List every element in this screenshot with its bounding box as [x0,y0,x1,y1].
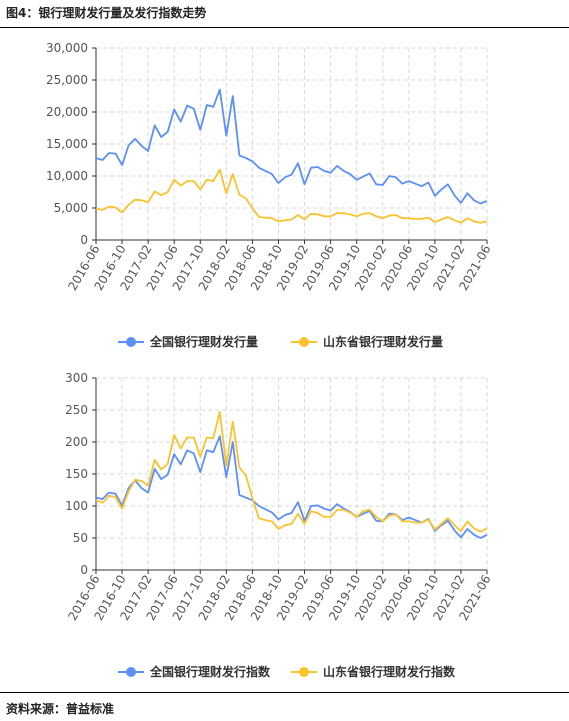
issuance-index-chart: 0501001502002503002016-062016-102017-022… [65,371,494,679]
volume-ytick-label: 15,000 [46,137,88,151]
volume-ytick-label: 20,000 [46,105,88,119]
volume-ytick-label: 5,000 [54,201,88,215]
source-note: 资料来源：普益标准 [6,702,115,716]
index-ytick-label: 50 [73,531,88,545]
index-ytick-label: 150 [65,467,88,481]
issuance-volume-chart: 05,00010,00015,00020,00025,00030,0002016… [46,41,494,349]
volume-series-line-2 [95,168,488,224]
volume-legend-label-1: 全国银行理财发行量 [149,334,258,349]
volume-legend-marker-1 [126,337,136,347]
index-legend-marker-2 [299,667,309,677]
index-ytick-label: 250 [65,403,88,417]
volume-legend-marker-2 [299,337,309,347]
volume-ytick-label: 10,000 [46,169,88,183]
index-legend-marker-1 [126,667,136,677]
index-series-line-2 [95,411,488,533]
top-rule [0,27,569,28]
bottom-rule [0,692,569,693]
figure-title: 图4：银行理财发行量及发行指数走势 [6,6,207,20]
index-legend-label-1: 全国银行理财发行指数 [149,664,271,679]
index-ytick-label: 100 [65,499,88,513]
volume-ytick-label: 0 [80,233,88,247]
volume-legend-label-2: 山东省银行理财发行量 [323,334,443,349]
volume-series-line-1 [95,88,488,205]
index-ytick-label: 0 [80,563,88,577]
index-legend-label-2: 山东省银行理财发行指数 [323,664,456,679]
volume-ytick-label: 25,000 [46,73,88,87]
index-ytick-label: 300 [65,371,88,385]
index-ytick-label: 200 [65,435,88,449]
volume-ytick-label: 30,000 [46,41,88,55]
